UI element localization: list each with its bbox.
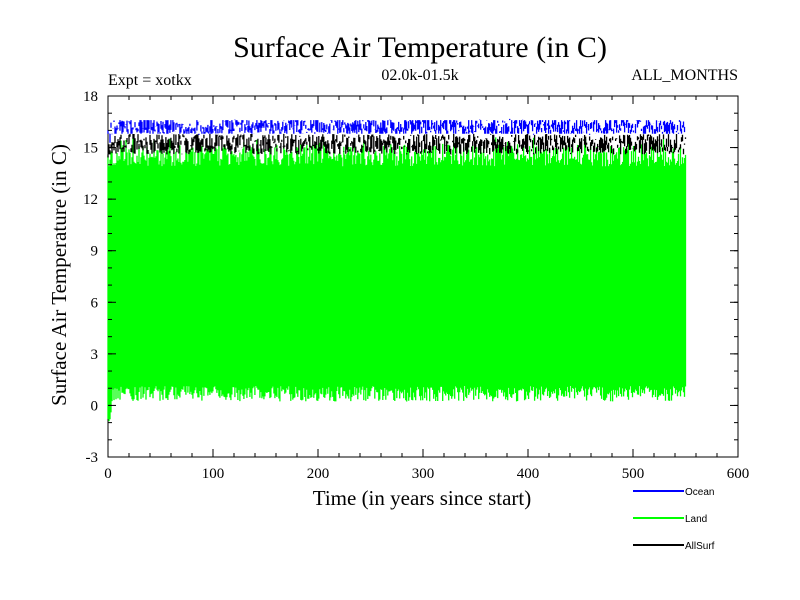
y-tick-label: 15 — [83, 141, 98, 157]
x-tick-label: 0 — [104, 466, 112, 482]
series-ocean — [107, 118, 686, 143]
legend-label-allsurf: AllSurf — [685, 541, 715, 552]
x-axis-label: Time (in years since start) — [313, 486, 532, 510]
legend-label-ocean: Ocean — [685, 487, 714, 498]
y-tick-label: 18 — [83, 89, 98, 105]
y-tick-label: 3 — [91, 347, 99, 363]
series-allsurf — [107, 133, 687, 158]
legend-label-land: Land — [685, 514, 707, 525]
x-tick-label: 300 — [412, 466, 435, 482]
ticks-layer: 0 100 200 300 400 500 600 -3 0 3 6 9 12 15 18 — [83, 89, 749, 482]
experiment-label: Expt = xotkx — [108, 72, 192, 89]
x-tick-label: 200 — [307, 466, 330, 482]
y-tick-label: 12 — [83, 192, 98, 208]
series-layer — [107, 118, 687, 422]
series-land — [107, 137, 687, 422]
y-tick-label: 9 — [91, 244, 99, 260]
x-tick-label: 100 — [202, 466, 225, 482]
y-tick-label: -3 — [86, 450, 99, 466]
period-label: 02.0k-01.5k — [381, 67, 458, 84]
months-label: ALL_MONTHS — [631, 67, 738, 84]
legend: Ocean Land AllSurf — [633, 487, 715, 552]
y-tick-label: 6 — [91, 295, 99, 311]
x-tick-label: 400 — [517, 466, 540, 482]
chart-title: Surface Air Temperature (in C) — [233, 31, 607, 64]
y-tick-label: 0 — [91, 398, 99, 414]
x-tick-label: 600 — [727, 466, 750, 482]
x-tick-label: 500 — [622, 466, 645, 482]
y-axis-label: Surface Air Temperature (in C) — [47, 144, 71, 406]
